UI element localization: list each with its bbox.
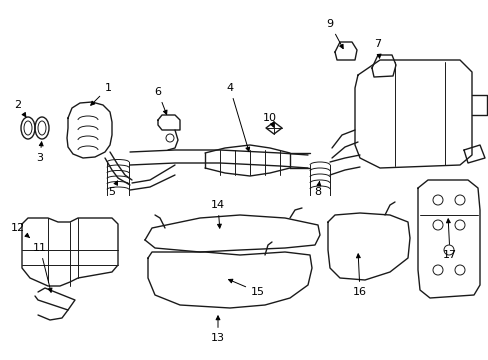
Text: 9: 9 xyxy=(326,19,343,49)
Text: 8: 8 xyxy=(314,181,321,197)
Text: 14: 14 xyxy=(210,200,224,228)
Text: 11: 11 xyxy=(33,243,52,292)
Text: 17: 17 xyxy=(442,219,456,260)
Text: 6: 6 xyxy=(154,87,167,114)
Text: 4: 4 xyxy=(226,83,249,151)
Text: 7: 7 xyxy=(374,39,381,58)
Text: 15: 15 xyxy=(228,279,264,297)
Text: 2: 2 xyxy=(15,100,26,117)
Text: 10: 10 xyxy=(263,113,276,127)
Text: 13: 13 xyxy=(210,316,224,343)
Text: 16: 16 xyxy=(352,254,366,297)
Text: 3: 3 xyxy=(37,142,43,163)
Text: 5: 5 xyxy=(108,181,117,197)
Text: 12: 12 xyxy=(11,223,29,238)
Text: 1: 1 xyxy=(91,83,111,105)
